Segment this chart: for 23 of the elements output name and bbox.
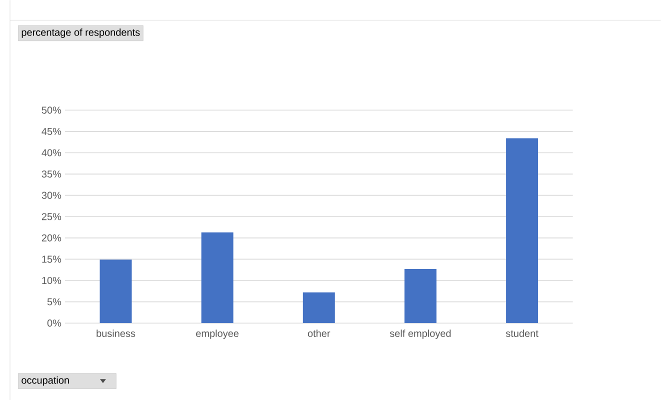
y-tick-label: 35% xyxy=(42,170,62,178)
y-tick-label: 40% xyxy=(42,149,62,156)
x-tick-label: self employed xyxy=(390,329,451,339)
x-tick-label: employee xyxy=(196,329,239,339)
bar xyxy=(201,232,234,323)
y-tick-label: 30% xyxy=(42,192,62,199)
bar xyxy=(506,138,538,323)
y-tick-label: 45% xyxy=(42,128,62,135)
bar xyxy=(100,260,132,323)
x-tick-label: other xyxy=(308,329,330,337)
y-tick-label: 5% xyxy=(47,298,62,306)
y-tick-label: 50% xyxy=(42,106,62,114)
y-tick-label: 0% xyxy=(47,319,62,326)
text: occupation xyxy=(22,376,69,386)
y-tick-label: 10% xyxy=(42,276,62,284)
y-tick-label: 15% xyxy=(42,256,62,263)
bar xyxy=(404,268,436,323)
y-tick-label: 20% xyxy=(42,234,62,242)
bar xyxy=(302,292,335,323)
x-tick-label: business xyxy=(96,329,136,337)
x-tick-label: student xyxy=(506,329,538,337)
text: percentage of respondents xyxy=(22,28,140,38)
y-tick-label: 25% xyxy=(42,212,62,220)
